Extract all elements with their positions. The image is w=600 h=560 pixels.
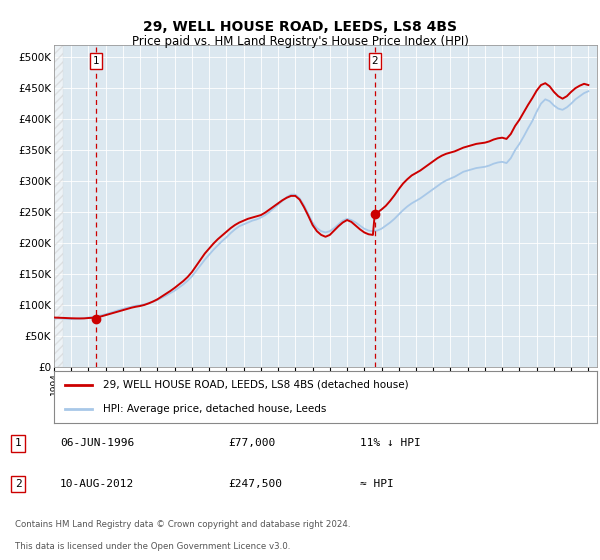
Text: £77,000: £77,000: [228, 438, 275, 449]
Text: 29, WELL HOUSE ROAD, LEEDS, LS8 4BS (detached house): 29, WELL HOUSE ROAD, LEEDS, LS8 4BS (det…: [103, 380, 409, 390]
Text: 29, WELL HOUSE ROAD, LEEDS, LS8 4BS: 29, WELL HOUSE ROAD, LEEDS, LS8 4BS: [143, 20, 457, 34]
Text: HPI: Average price, detached house, Leeds: HPI: Average price, detached house, Leed…: [103, 404, 326, 414]
Text: 1: 1: [93, 56, 100, 66]
Text: 2: 2: [371, 56, 378, 66]
Text: This data is licensed under the Open Government Licence v3.0.: This data is licensed under the Open Gov…: [15, 542, 290, 552]
Text: 1: 1: [14, 438, 22, 449]
Text: Contains HM Land Registry data © Crown copyright and database right 2024.: Contains HM Land Registry data © Crown c…: [15, 520, 350, 529]
Text: £247,500: £247,500: [228, 479, 282, 489]
Text: 06-JUN-1996: 06-JUN-1996: [60, 438, 134, 449]
Text: 2: 2: [14, 479, 22, 489]
Text: 10-AUG-2012: 10-AUG-2012: [60, 479, 134, 489]
Text: 11% ↓ HPI: 11% ↓ HPI: [360, 438, 421, 449]
Text: ≈ HPI: ≈ HPI: [360, 479, 394, 489]
Text: Price paid vs. HM Land Registry's House Price Index (HPI): Price paid vs. HM Land Registry's House …: [131, 35, 469, 48]
